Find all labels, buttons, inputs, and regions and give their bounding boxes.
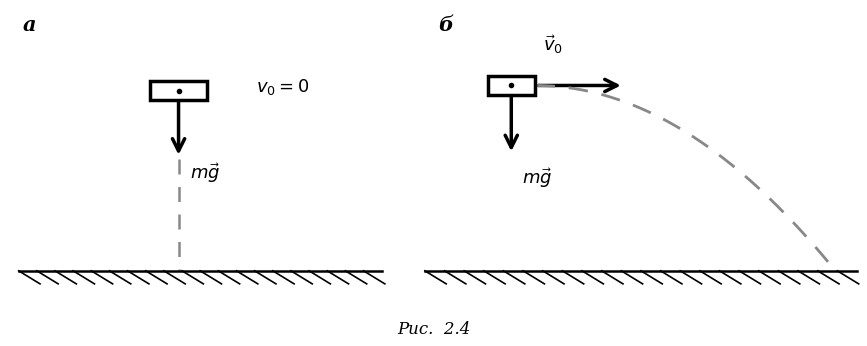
Text: $\vec{v}_0$: $\vec{v}_0$	[543, 33, 563, 56]
Bar	[151, 81, 206, 100]
Text: Рис.  2.4: Рис. 2.4	[397, 321, 470, 338]
Text: a: a	[23, 15, 36, 35]
Text: б: б	[438, 15, 453, 35]
Text: $m\vec{g}$: $m\vec{g}$	[522, 166, 552, 190]
Text: $m\vec{g}$: $m\vec{g}$	[190, 161, 220, 185]
Text: $v_0 = 0$: $v_0 = 0$	[257, 77, 310, 97]
Bar	[487, 76, 535, 95]
